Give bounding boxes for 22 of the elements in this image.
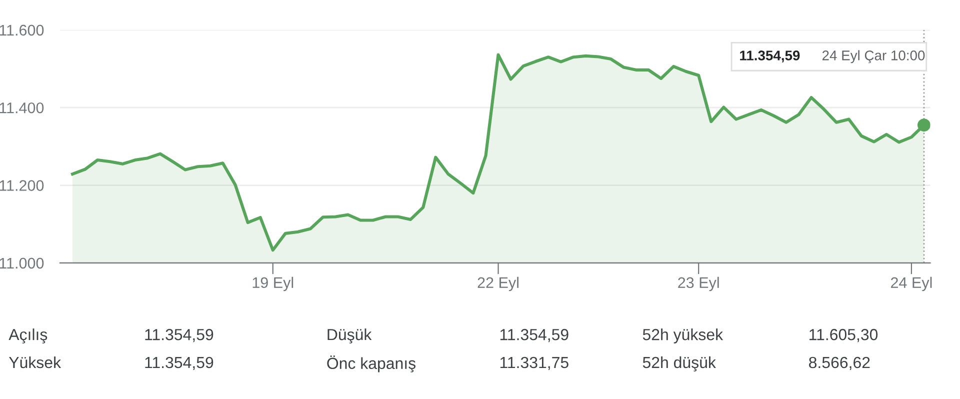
y-tick-label: 11.000 [0, 258, 44, 269]
text: 11.605,30 [810, 328, 878, 342]
text: 11.354,59 [145, 356, 214, 370]
text: Önc kapanış [327, 356, 416, 372]
text: Yüksek [8, 356, 62, 368]
x-tick-label: 23 Eyl [678, 276, 719, 292]
text: 52h yüksek [642, 328, 724, 344]
x-tick-label: 22 Eyl [478, 276, 518, 292]
annotation: 11.354,59 [740, 50, 800, 62]
y-tick-label: 11.600 [0, 24, 44, 36]
text: Düşük [328, 328, 372, 344]
text: 11.354,59 [500, 328, 568, 342]
text: 8.566,62 [809, 356, 870, 370]
text: Açılış [8, 328, 48, 344]
annotation: 24 Eyl Çar 10:00 [822, 50, 925, 64]
text: 52h düşük [642, 356, 716, 372]
x-tick-label: 19 Eyl [252, 276, 294, 292]
text: 11.331,75 [500, 356, 568, 370]
text: 11.354,59 [145, 328, 214, 342]
y-tick-label: 11.400 [0, 102, 44, 114]
y-tick-label: 11.200 [0, 180, 44, 191]
x-tick-label: 24 Eyl [890, 276, 932, 292]
